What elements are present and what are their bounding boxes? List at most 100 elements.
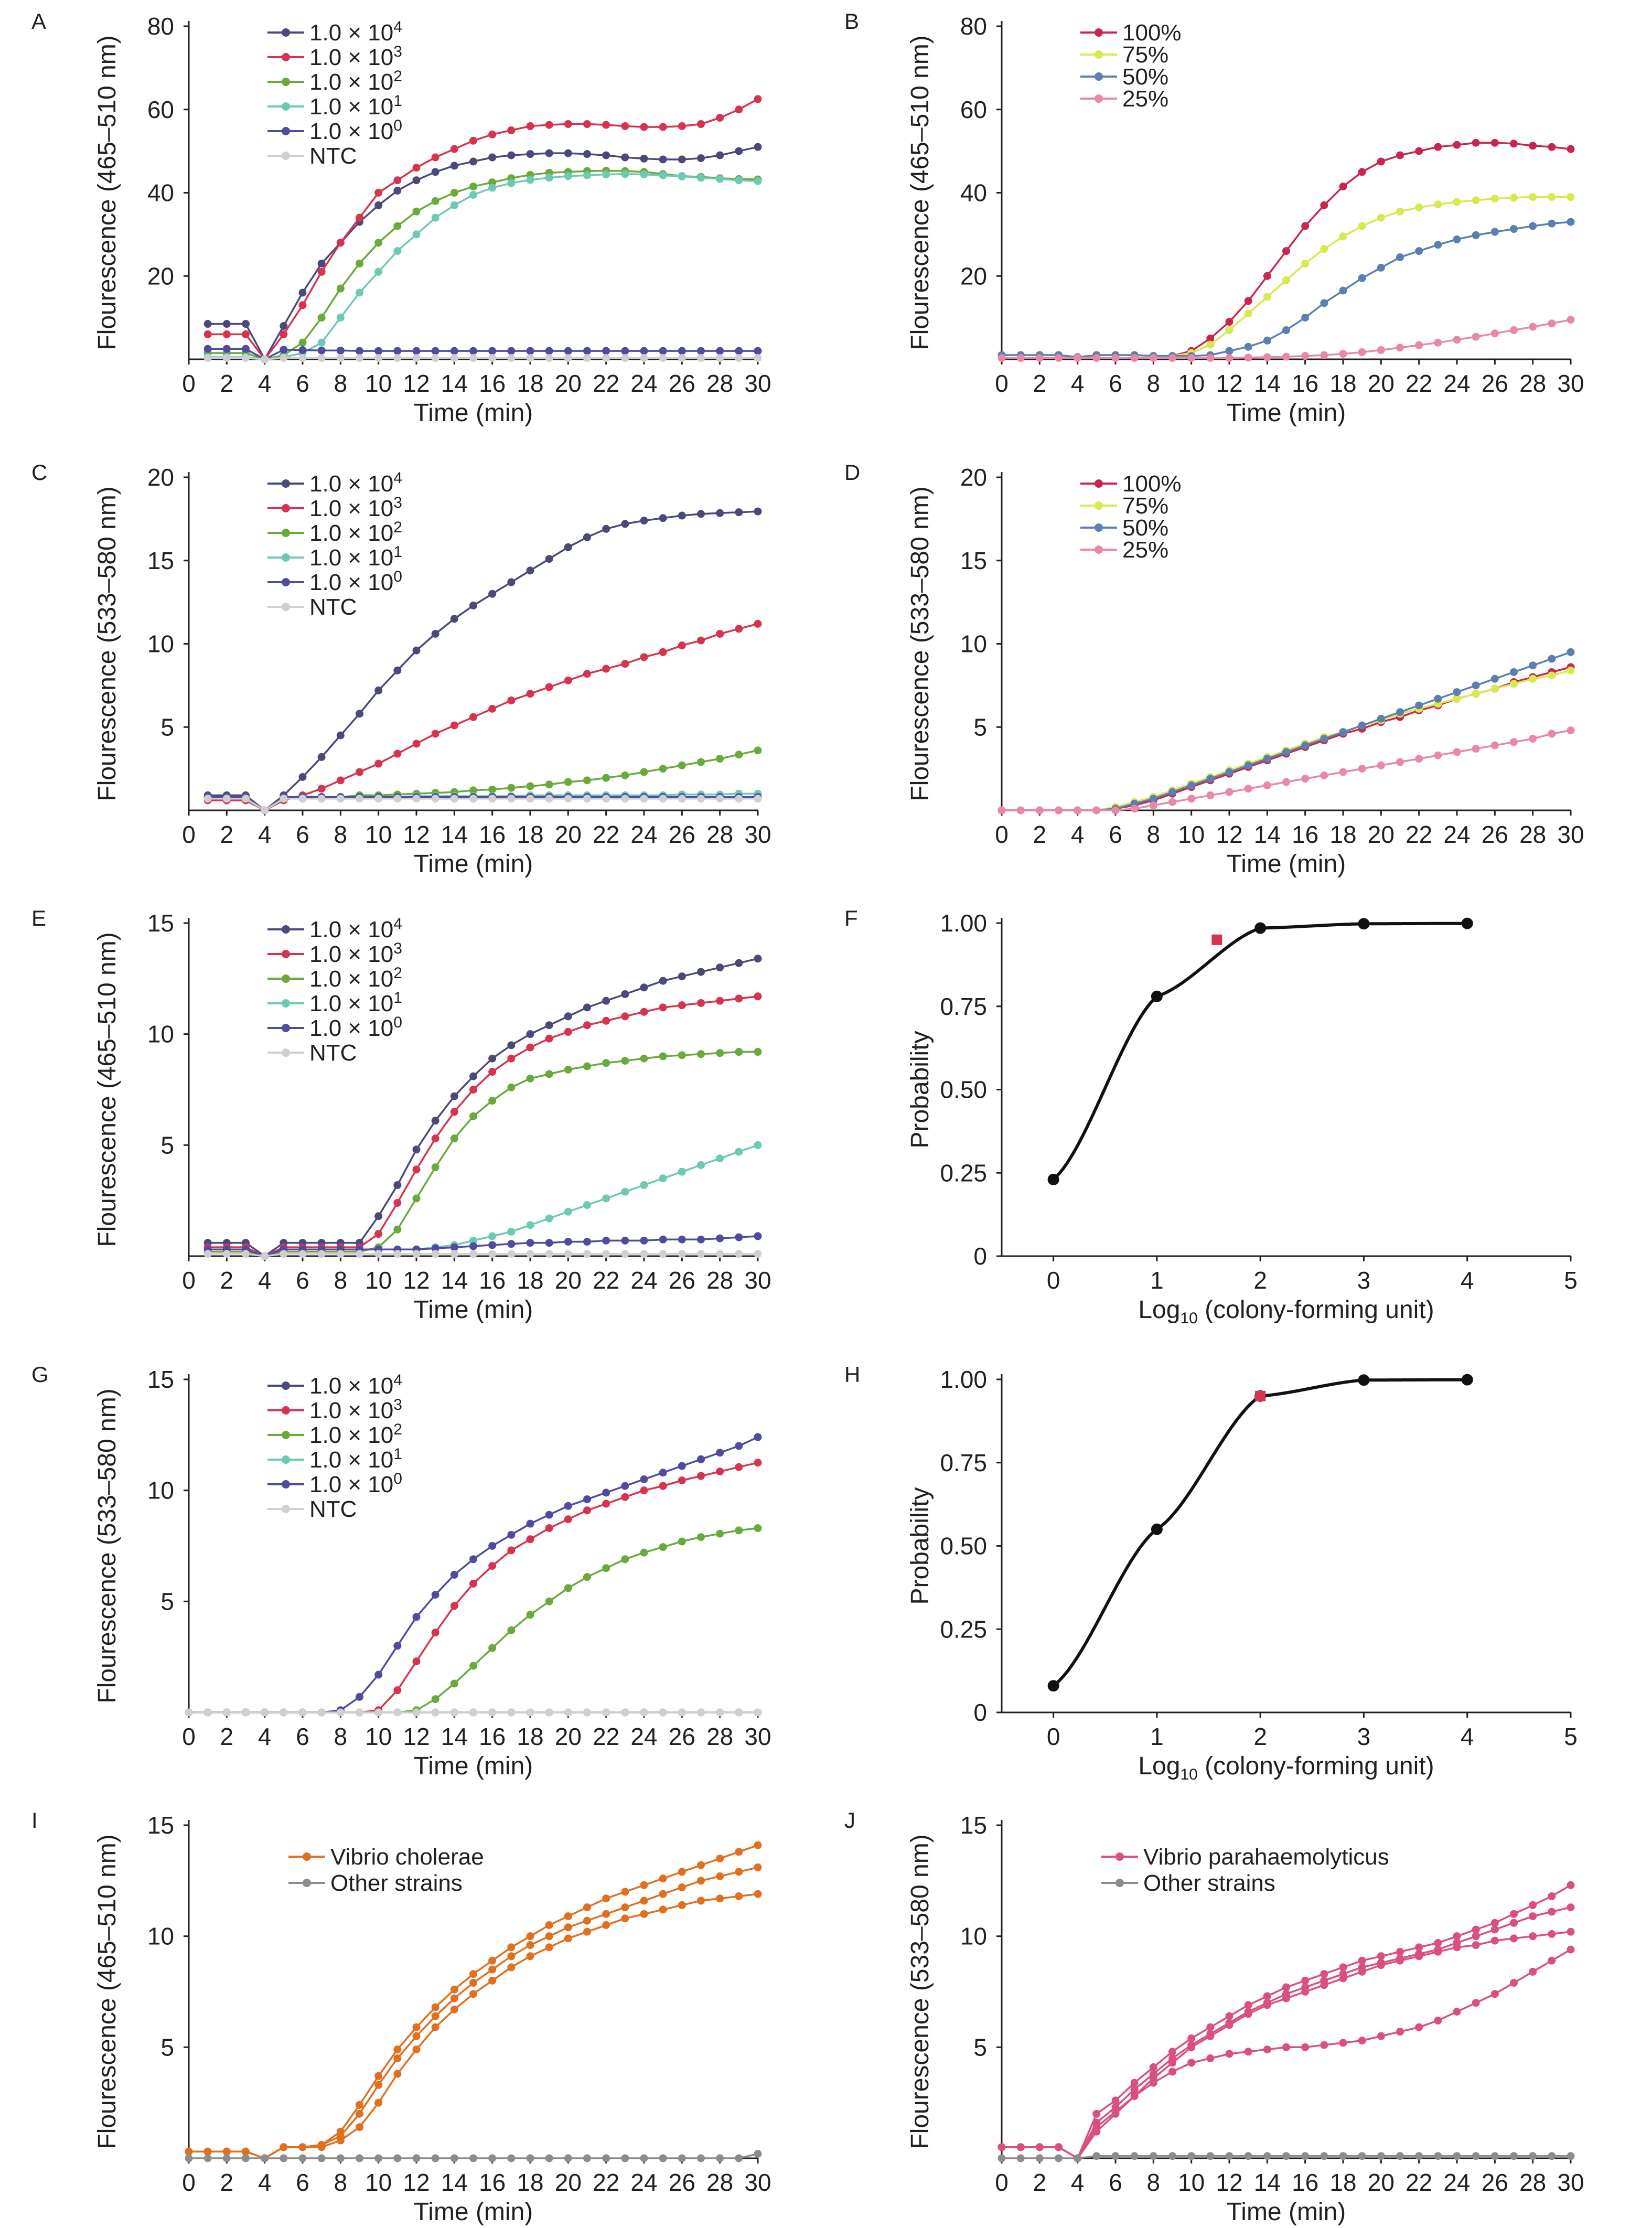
x-tick-label: 24 [1443, 2169, 1470, 2196]
data-point [1320, 1981, 1328, 1989]
series-line [1002, 1948, 1571, 2160]
data-point [1529, 2152, 1537, 2160]
data-point [716, 509, 724, 517]
x-tick-label: 1 [1150, 1723, 1164, 1750]
data-point [602, 1910, 610, 1918]
data-point [1472, 2152, 1480, 2160]
x-tick-label: 24 [630, 2169, 657, 2196]
data-point [469, 1979, 477, 1987]
data-point [469, 786, 477, 795]
data-point [1263, 781, 1271, 789]
data-point [1396, 2028, 1404, 2036]
data-point [735, 2154, 743, 2162]
data-point [659, 977, 667, 985]
data-point [754, 955, 762, 963]
data-point [1510, 680, 1518, 688]
legend-swatch-marker [282, 53, 290, 61]
x-tick-label: 26 [669, 370, 695, 397]
data-point [469, 183, 477, 191]
data-point [621, 170, 629, 178]
x-tick-label: 16 [1292, 370, 1318, 397]
panel-H: H 0 1 2 3 4 5 0 0.25 0.50 0.75 1.00 Log10 (colony-fo… [844, 1362, 1578, 1783]
data-point [298, 795, 307, 803]
data-point [545, 1943, 553, 1952]
data-point [1415, 2152, 1423, 2160]
data-point [526, 150, 534, 158]
data-point [1490, 329, 1499, 338]
data-point [1339, 286, 1347, 295]
data-point [1358, 274, 1366, 282]
x-tick-label: 12 [403, 370, 430, 397]
data-point [488, 704, 497, 713]
data-point [242, 1250, 250, 1258]
data-point [356, 1708, 363, 1717]
series-line [189, 1866, 758, 2159]
data-point [659, 1003, 667, 1012]
x-tick-label: 2 [1033, 2169, 1047, 2196]
legend-label: Vibrio cholerae [330, 1844, 484, 1870]
data-point [621, 1236, 629, 1245]
data-point [431, 1695, 439, 1704]
series [203, 795, 762, 815]
data-point [1510, 225, 1518, 233]
data-point [1548, 219, 1556, 228]
data-point [374, 795, 383, 803]
data-point [1567, 2152, 1575, 2160]
data-point [1529, 323, 1537, 331]
data-point [1151, 990, 1163, 1002]
legend: 100%75%50%25% [1080, 471, 1182, 563]
data-point [1282, 326, 1290, 334]
legend-swatch-marker [282, 127, 290, 135]
legend-label: 1.0 × 103 [309, 1396, 402, 1423]
x-tick-label: 16 [1292, 821, 1318, 848]
data-point [1529, 192, 1537, 201]
data-point [1434, 751, 1442, 759]
y-tick-label: 0.25 [940, 1159, 987, 1186]
data-point [1035, 806, 1044, 815]
data-point [1244, 309, 1252, 318]
data-point [583, 533, 591, 541]
data-point [583, 1003, 591, 1012]
data-point [469, 1990, 477, 1998]
data-point [1035, 2143, 1044, 2151]
data-point [526, 1074, 534, 1083]
data-point [1092, 354, 1101, 362]
data-point [564, 1502, 572, 1510]
data-point [298, 1250, 307, 1258]
data-point [488, 347, 497, 355]
legend-swatch-marker [1095, 545, 1103, 554]
data-point [1358, 2152, 1366, 2160]
data-point [242, 354, 250, 362]
legend-swatch-marker [303, 1852, 311, 1861]
data-point [1301, 1988, 1310, 1996]
x-tick-label: 24 [630, 821, 657, 848]
data-point [431, 168, 439, 176]
data-point [1434, 694, 1442, 703]
x-tick-label: 24 [1443, 370, 1470, 397]
data-point [507, 1708, 516, 1717]
data-point [469, 1072, 477, 1080]
data-point [393, 187, 402, 195]
data-point [393, 795, 402, 803]
data-point [545, 1214, 553, 1223]
legend-label: NTC [309, 1040, 357, 1066]
data-point [1092, 2152, 1101, 2160]
legend-label: 1.0 × 100 [309, 1470, 402, 1497]
legend-label: 1.0 × 102 [309, 519, 402, 546]
data-point [1472, 690, 1480, 698]
data-point [716, 1449, 724, 1457]
x-tick-label: 16 [479, 2169, 506, 2196]
data-point [1111, 2096, 1120, 2105]
data-point [602, 347, 610, 355]
y-tick-label: 0.50 [940, 1533, 987, 1560]
data-point [1472, 681, 1480, 690]
panel-D: D0 2 4 6 8 10 12 14 16 18 20 22 24 26 28 305101520Time … [844, 460, 1584, 878]
x-tick-label: 30 [744, 1723, 771, 1750]
data-point [1206, 334, 1215, 342]
data-point [469, 713, 477, 721]
x-tick-label: 20 [555, 1723, 582, 1750]
data-point [336, 731, 345, 740]
data-point [583, 1250, 591, 1258]
